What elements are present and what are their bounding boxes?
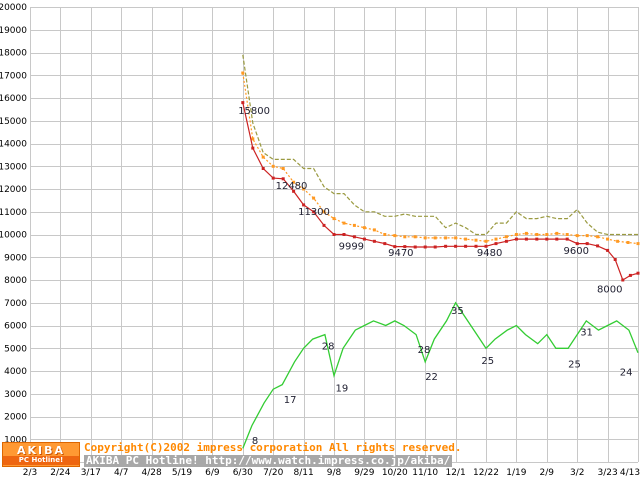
svg-text:4/28: 4/28 <box>141 468 161 478</box>
svg-text:17000: 17000 <box>0 71 27 81</box>
svg-text:19: 19 <box>336 384 349 395</box>
svg-text:9999: 9999 <box>339 241 364 252</box>
svg-text:13000: 13000 <box>0 162 27 172</box>
svg-text:5/19: 5/19 <box>172 468 192 478</box>
svg-text:1000: 1000 <box>4 435 27 445</box>
svg-text:10/20: 10/20 <box>382 468 408 478</box>
svg-text:6/30: 6/30 <box>233 468 253 478</box>
svg-text:2/9: 2/9 <box>540 468 555 478</box>
svg-text:8: 8 <box>252 436 258 447</box>
akiba-logo-text: AKIBA <box>16 443 66 457</box>
series-lowest-price <box>241 101 640 282</box>
svg-text:19000: 19000 <box>0 26 27 36</box>
footer: AKIBA PC Hotline! Copyright(C)2002 impre… <box>2 442 462 467</box>
svg-text:9600: 9600 <box>564 246 589 257</box>
y-axis-labels: 0100020003000400050006000700080009000100… <box>0 3 27 468</box>
svg-text:3/23: 3/23 <box>597 468 617 478</box>
svg-text:6000: 6000 <box>4 322 27 332</box>
svg-text:9000: 9000 <box>4 253 27 263</box>
svg-text:18000: 18000 <box>0 49 27 59</box>
svg-text:25: 25 <box>481 356 494 367</box>
site-link[interactable]: AKIBA PC Hotline! http://www.watch.impre… <box>84 454 453 467</box>
svg-text:15800: 15800 <box>238 106 270 117</box>
svg-text:28: 28 <box>322 341 335 352</box>
svg-text:10000: 10000 <box>0 231 27 241</box>
svg-text:11/10: 11/10 <box>412 468 438 478</box>
svg-text:14000: 14000 <box>0 140 27 150</box>
series-highest-price <box>242 54 638 236</box>
svg-text:22: 22 <box>425 372 438 383</box>
svg-text:12/22: 12/22 <box>473 468 499 478</box>
series-average-price <box>241 71 640 246</box>
svg-text:3/2: 3/2 <box>570 468 584 478</box>
svg-text:35: 35 <box>451 306 464 317</box>
site-name: AKIBA PC Hotline! <box>86 454 199 467</box>
copyright-text: Copyright(C)2002 impress corporation All… <box>84 441 462 454</box>
data-labels: 15800 12480 11300 9999 9470 9480 9600 8000 8 17 28… <box>238 106 632 447</box>
series-shop-count <box>242 301 639 449</box>
svg-text:20000: 20000 <box>0 3 27 13</box>
svg-text:15000: 15000 <box>0 117 27 127</box>
svg-text:4/7: 4/7 <box>114 468 128 478</box>
svg-text:2000: 2000 <box>4 413 27 423</box>
svg-text:12000: 12000 <box>0 185 27 195</box>
svg-text:9/29: 9/29 <box>354 468 374 478</box>
site-url: http://www.watch.impress.co.jp/akiba/ <box>205 454 451 467</box>
svg-text:16000: 16000 <box>0 94 27 104</box>
svg-text:31: 31 <box>580 328 593 339</box>
svg-text:8000: 8000 <box>4 276 27 286</box>
svg-text:12480: 12480 <box>276 181 308 192</box>
svg-text:5000: 5000 <box>4 344 27 354</box>
svg-text:25: 25 <box>568 360 581 371</box>
svg-text:6/9: 6/9 <box>205 468 220 478</box>
svg-text:8000: 8000 <box>597 285 622 296</box>
svg-text:4000: 4000 <box>4 367 27 377</box>
svg-text:12/1: 12/1 <box>445 468 465 478</box>
akiba-logo-subtext: PC Hotline! <box>3 455 79 465</box>
x-axis-labels: 2/3 2/24 3/17 4/7 4/28 5/19 6/9 6/30 7/20 8/11 9/8… <box>23 468 640 478</box>
svg-text:2/3: 2/3 <box>23 468 37 478</box>
footer-text: Copyright(C)2002 impress corporation All… <box>84 442 462 467</box>
svg-text:3000: 3000 <box>4 390 27 400</box>
svg-text:9480: 9480 <box>477 248 502 259</box>
svg-text:24: 24 <box>620 368 633 379</box>
svg-text:1/19: 1/19 <box>506 468 526 478</box>
svg-text:4/13: 4/13 <box>620 468 640 478</box>
svg-text:2/24: 2/24 <box>50 468 70 478</box>
svg-text:17: 17 <box>284 395 297 406</box>
svg-text:3/17: 3/17 <box>81 468 101 478</box>
svg-text:8/11: 8/11 <box>293 468 313 478</box>
svg-text:7000: 7000 <box>4 299 27 309</box>
svg-text:11300: 11300 <box>298 207 330 218</box>
akiba-logo: AKIBA PC Hotline! <box>2 442 80 467</box>
svg-text:9/8: 9/8 <box>327 468 342 478</box>
svg-text:11000: 11000 <box>0 208 27 218</box>
svg-text:9470: 9470 <box>388 248 413 259</box>
svg-text:28: 28 <box>418 345 431 356</box>
svg-text:7/20: 7/20 <box>263 468 283 478</box>
